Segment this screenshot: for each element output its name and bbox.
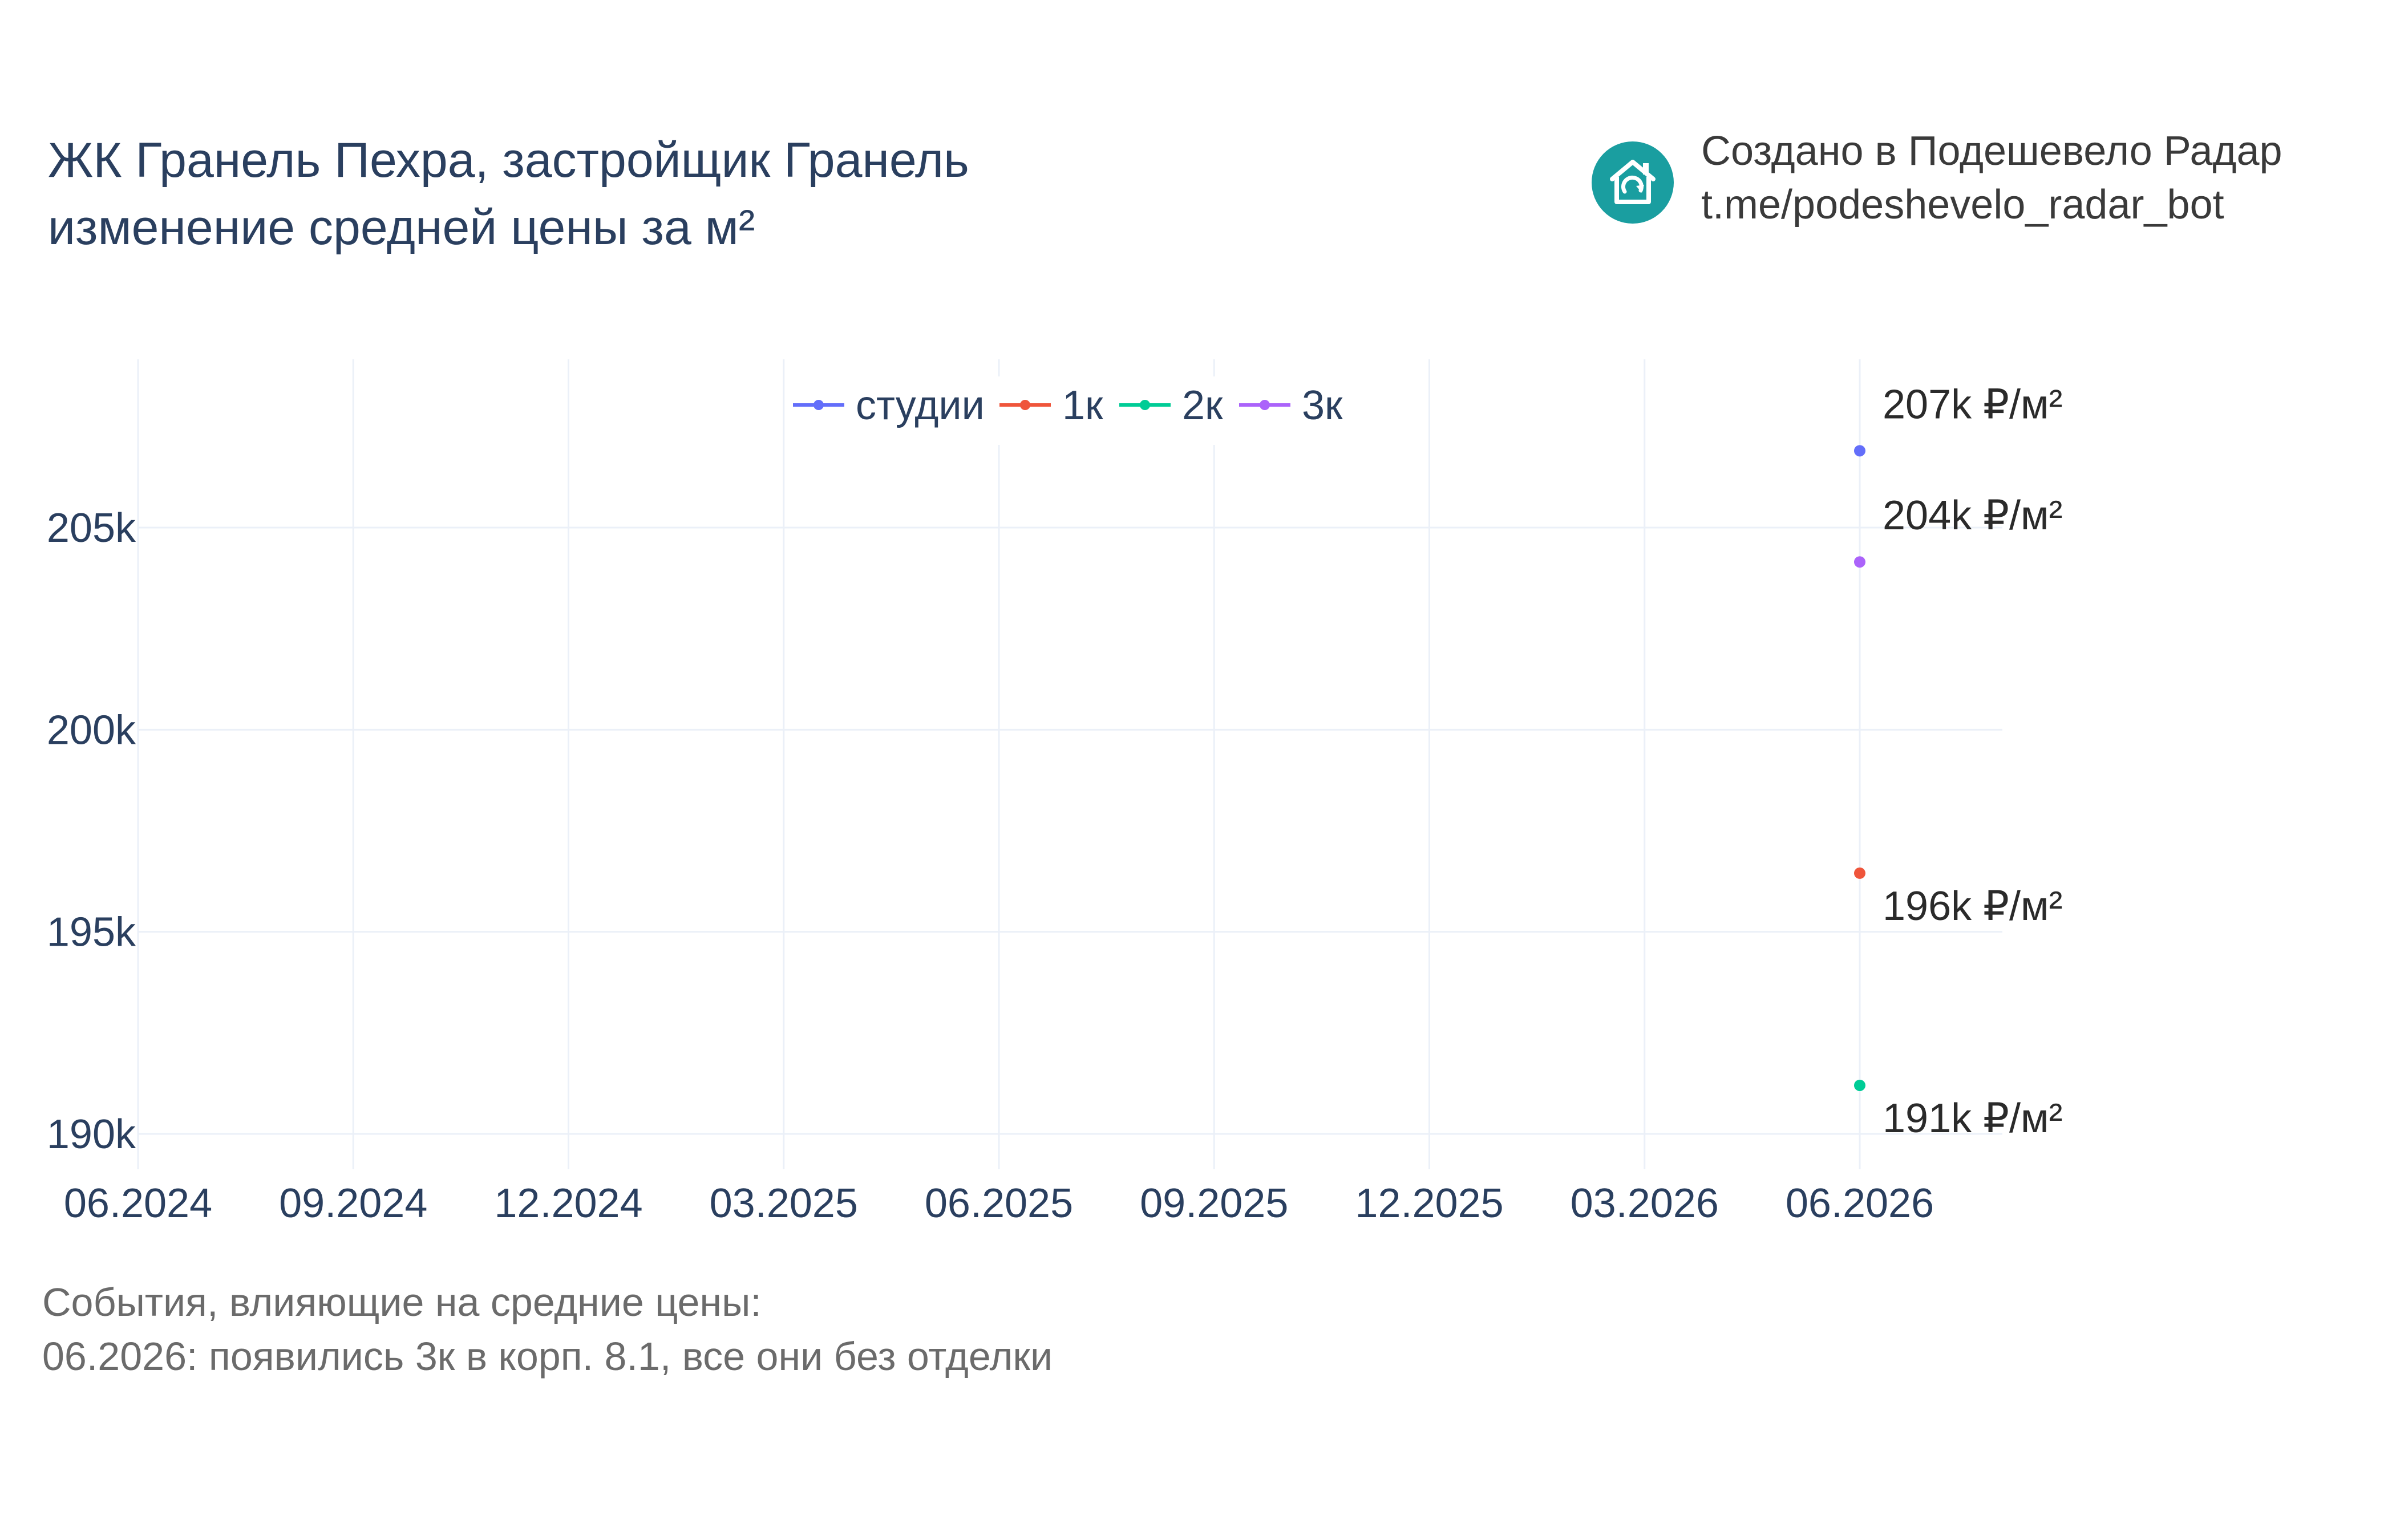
- brand-name: Создано в Подешевело Радар: [1701, 128, 2282, 174]
- x-tick-label: 09.2025: [1140, 1181, 1288, 1226]
- y-tick-label: 200k: [47, 707, 136, 753]
- chart-title-line-1: ЖК Гранель Пехра, застройщик Гранель: [48, 133, 969, 188]
- legend-item-4: 3к: [1239, 383, 1343, 428]
- legend-label: 3к: [1302, 383, 1343, 428]
- data-points: 207k ₽/м² 196k ₽/м² 191k ₽/м² 204k ₽/м²: [1854, 382, 2062, 1141]
- axis-ticks: 06.2024 09.2024 12.2024 03.2025 06.2025 09.20…: [47, 505, 1934, 1226]
- chart-title-line-2: изменение средней цены за м²: [48, 200, 755, 255]
- legend-label: 2к: [1182, 383, 1223, 428]
- x-tick-label: 09.2024: [279, 1181, 427, 1226]
- x-tick-label: 03.2026: [1571, 1181, 1719, 1226]
- data-point-4: [1854, 556, 1865, 568]
- y-tick-label: 190k: [47, 1112, 136, 1157]
- events-heading: События, влияющие на средние цены:: [42, 1280, 762, 1324]
- legend-label: студии: [856, 383, 985, 428]
- grid: [137, 359, 2002, 1169]
- house-refresh-icon: [1592, 141, 1674, 224]
- x-tick-label: 06.2026: [1786, 1181, 1934, 1226]
- legend-label: 1к: [1062, 383, 1103, 428]
- legend-background: [787, 376, 1358, 445]
- data-label-3: 191k ₽/м²: [1883, 1096, 2062, 1141]
- data-point-1: [1854, 445, 1865, 457]
- x-tick-label: 06.2025: [925, 1181, 1073, 1226]
- event-item: 06.2026: появились 3к в корп. 8.1, все о…: [42, 1334, 1053, 1379]
- brand-block[interactable]: Создано в Подешевело Радар t.me/podeshev…: [1592, 124, 2282, 232]
- data-label-1: 207k ₽/м²: [1883, 382, 2062, 427]
- legend-marker: [813, 400, 824, 410]
- y-tick-label: 205k: [47, 505, 136, 551]
- data-label-2: 196k ₽/м²: [1883, 884, 2062, 929]
- data-label-4: 204k ₽/м²: [1883, 493, 2062, 538]
- legend: студии 1к 2к 3к: [787, 376, 1358, 445]
- legend-marker: [1140, 400, 1150, 410]
- x-tick-label: 12.2025: [1355, 1181, 1503, 1226]
- data-point-3: [1854, 1079, 1865, 1091]
- chart-title: ЖК Гранель Пехра, застройщик Гранель изм…: [48, 127, 969, 261]
- x-tick-label: 03.2025: [710, 1181, 858, 1226]
- data-point-2: [1854, 867, 1865, 879]
- legend-marker: [1260, 400, 1270, 410]
- legend-item-3: 2к: [1119, 383, 1223, 428]
- brand-link[interactable]: t.me/podeshevelo_radar_bot: [1701, 182, 2224, 228]
- x-tick-label: 06.2024: [64, 1181, 212, 1226]
- legend-item-1: студии: [793, 383, 985, 428]
- legend-item-2: 1к: [999, 383, 1103, 428]
- y-tick-label: 195k: [47, 910, 136, 955]
- events-note: События, влияющие на средние цены: 06.20…: [42, 1275, 1053, 1384]
- legend-marker: [1020, 400, 1030, 410]
- brand-text: Создано в Подешевело Радар t.me/podeshev…: [1701, 124, 2282, 232]
- x-tick-label: 12.2024: [494, 1181, 642, 1226]
